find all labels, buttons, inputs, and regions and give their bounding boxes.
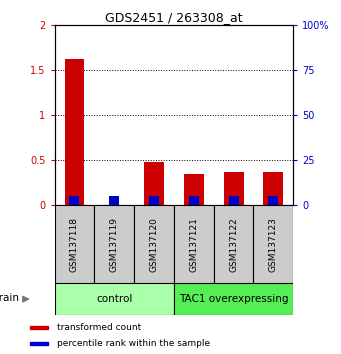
Bar <box>64 59 84 205</box>
Bar <box>189 196 199 205</box>
Text: TAC1 overexpressing: TAC1 overexpressing <box>179 294 288 304</box>
Text: GSM137122: GSM137122 <box>229 217 238 272</box>
Bar <box>224 172 243 205</box>
Text: transformed count: transformed count <box>57 323 142 332</box>
Text: GSM137121: GSM137121 <box>189 217 198 272</box>
Text: percentile rank within the sample: percentile rank within the sample <box>57 339 210 348</box>
Bar <box>55 205 94 283</box>
Bar <box>109 196 119 205</box>
Bar <box>174 283 293 315</box>
Text: control: control <box>96 294 132 304</box>
Bar <box>70 196 79 205</box>
Bar <box>184 174 204 205</box>
Bar <box>30 342 48 346</box>
Bar <box>264 172 283 205</box>
Bar <box>149 196 159 205</box>
Bar <box>268 196 278 205</box>
Text: GSM137120: GSM137120 <box>149 217 159 272</box>
Text: GSM137118: GSM137118 <box>70 217 79 272</box>
Bar <box>144 162 164 205</box>
Text: GSM137123: GSM137123 <box>269 217 278 272</box>
Bar <box>134 205 174 283</box>
Bar <box>253 205 293 283</box>
Bar <box>228 196 239 205</box>
Title: GDS2451 / 263308_at: GDS2451 / 263308_at <box>105 11 243 24</box>
Bar <box>214 205 253 283</box>
Bar <box>174 205 214 283</box>
Text: GSM137119: GSM137119 <box>110 217 119 272</box>
Bar <box>30 326 48 330</box>
Bar <box>55 283 174 315</box>
Bar <box>94 205 134 283</box>
Text: strain: strain <box>0 292 19 303</box>
